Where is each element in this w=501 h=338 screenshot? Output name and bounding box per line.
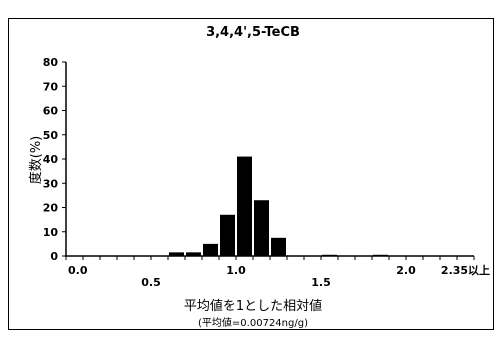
y-tick-label: 20 <box>43 202 59 215</box>
y-tick-label: 10 <box>43 226 59 239</box>
y-axis-label: 度数(%) <box>28 136 44 185</box>
y-tick-label: 60 <box>43 105 59 118</box>
histogram-bar <box>220 214 235 256</box>
x-tick-label: 1.0 <box>226 264 246 277</box>
x-tick-label: 2.35以上 <box>441 263 490 277</box>
y-tick-label: 40 <box>43 153 59 166</box>
histogram-bar <box>203 243 218 256</box>
x-tick-label: 0.5 <box>141 276 161 289</box>
x-axis-label: 平均値を1とした相対値 <box>184 298 322 314</box>
y-tick-label: 70 <box>43 80 59 93</box>
y-tick-label: 30 <box>43 177 59 190</box>
y-tick-label: 50 <box>43 129 59 142</box>
plot-area: 0 10 20 30 40 50 60 70 80 0.0 0.5 1.0 1.5 2.0 2.35以上 <box>43 56 490 289</box>
histogram-bar <box>169 252 184 256</box>
y-tick-label: 0 <box>50 250 58 263</box>
x-tick-label: 1.5 <box>311 276 331 289</box>
histogram-bar <box>186 252 201 256</box>
histogram-bar <box>237 156 252 256</box>
x-tick-label: 0.0 <box>68 264 88 277</box>
chart-title: 3,4,4',5-TeCB <box>206 25 300 40</box>
x-tick-label: 2.0 <box>396 264 416 277</box>
mean-note: (平均値=0.00724ng/g) <box>198 316 308 329</box>
histogram-bar <box>271 237 286 256</box>
histogram-bar <box>254 200 269 256</box>
y-tick-label: 80 <box>43 56 59 69</box>
